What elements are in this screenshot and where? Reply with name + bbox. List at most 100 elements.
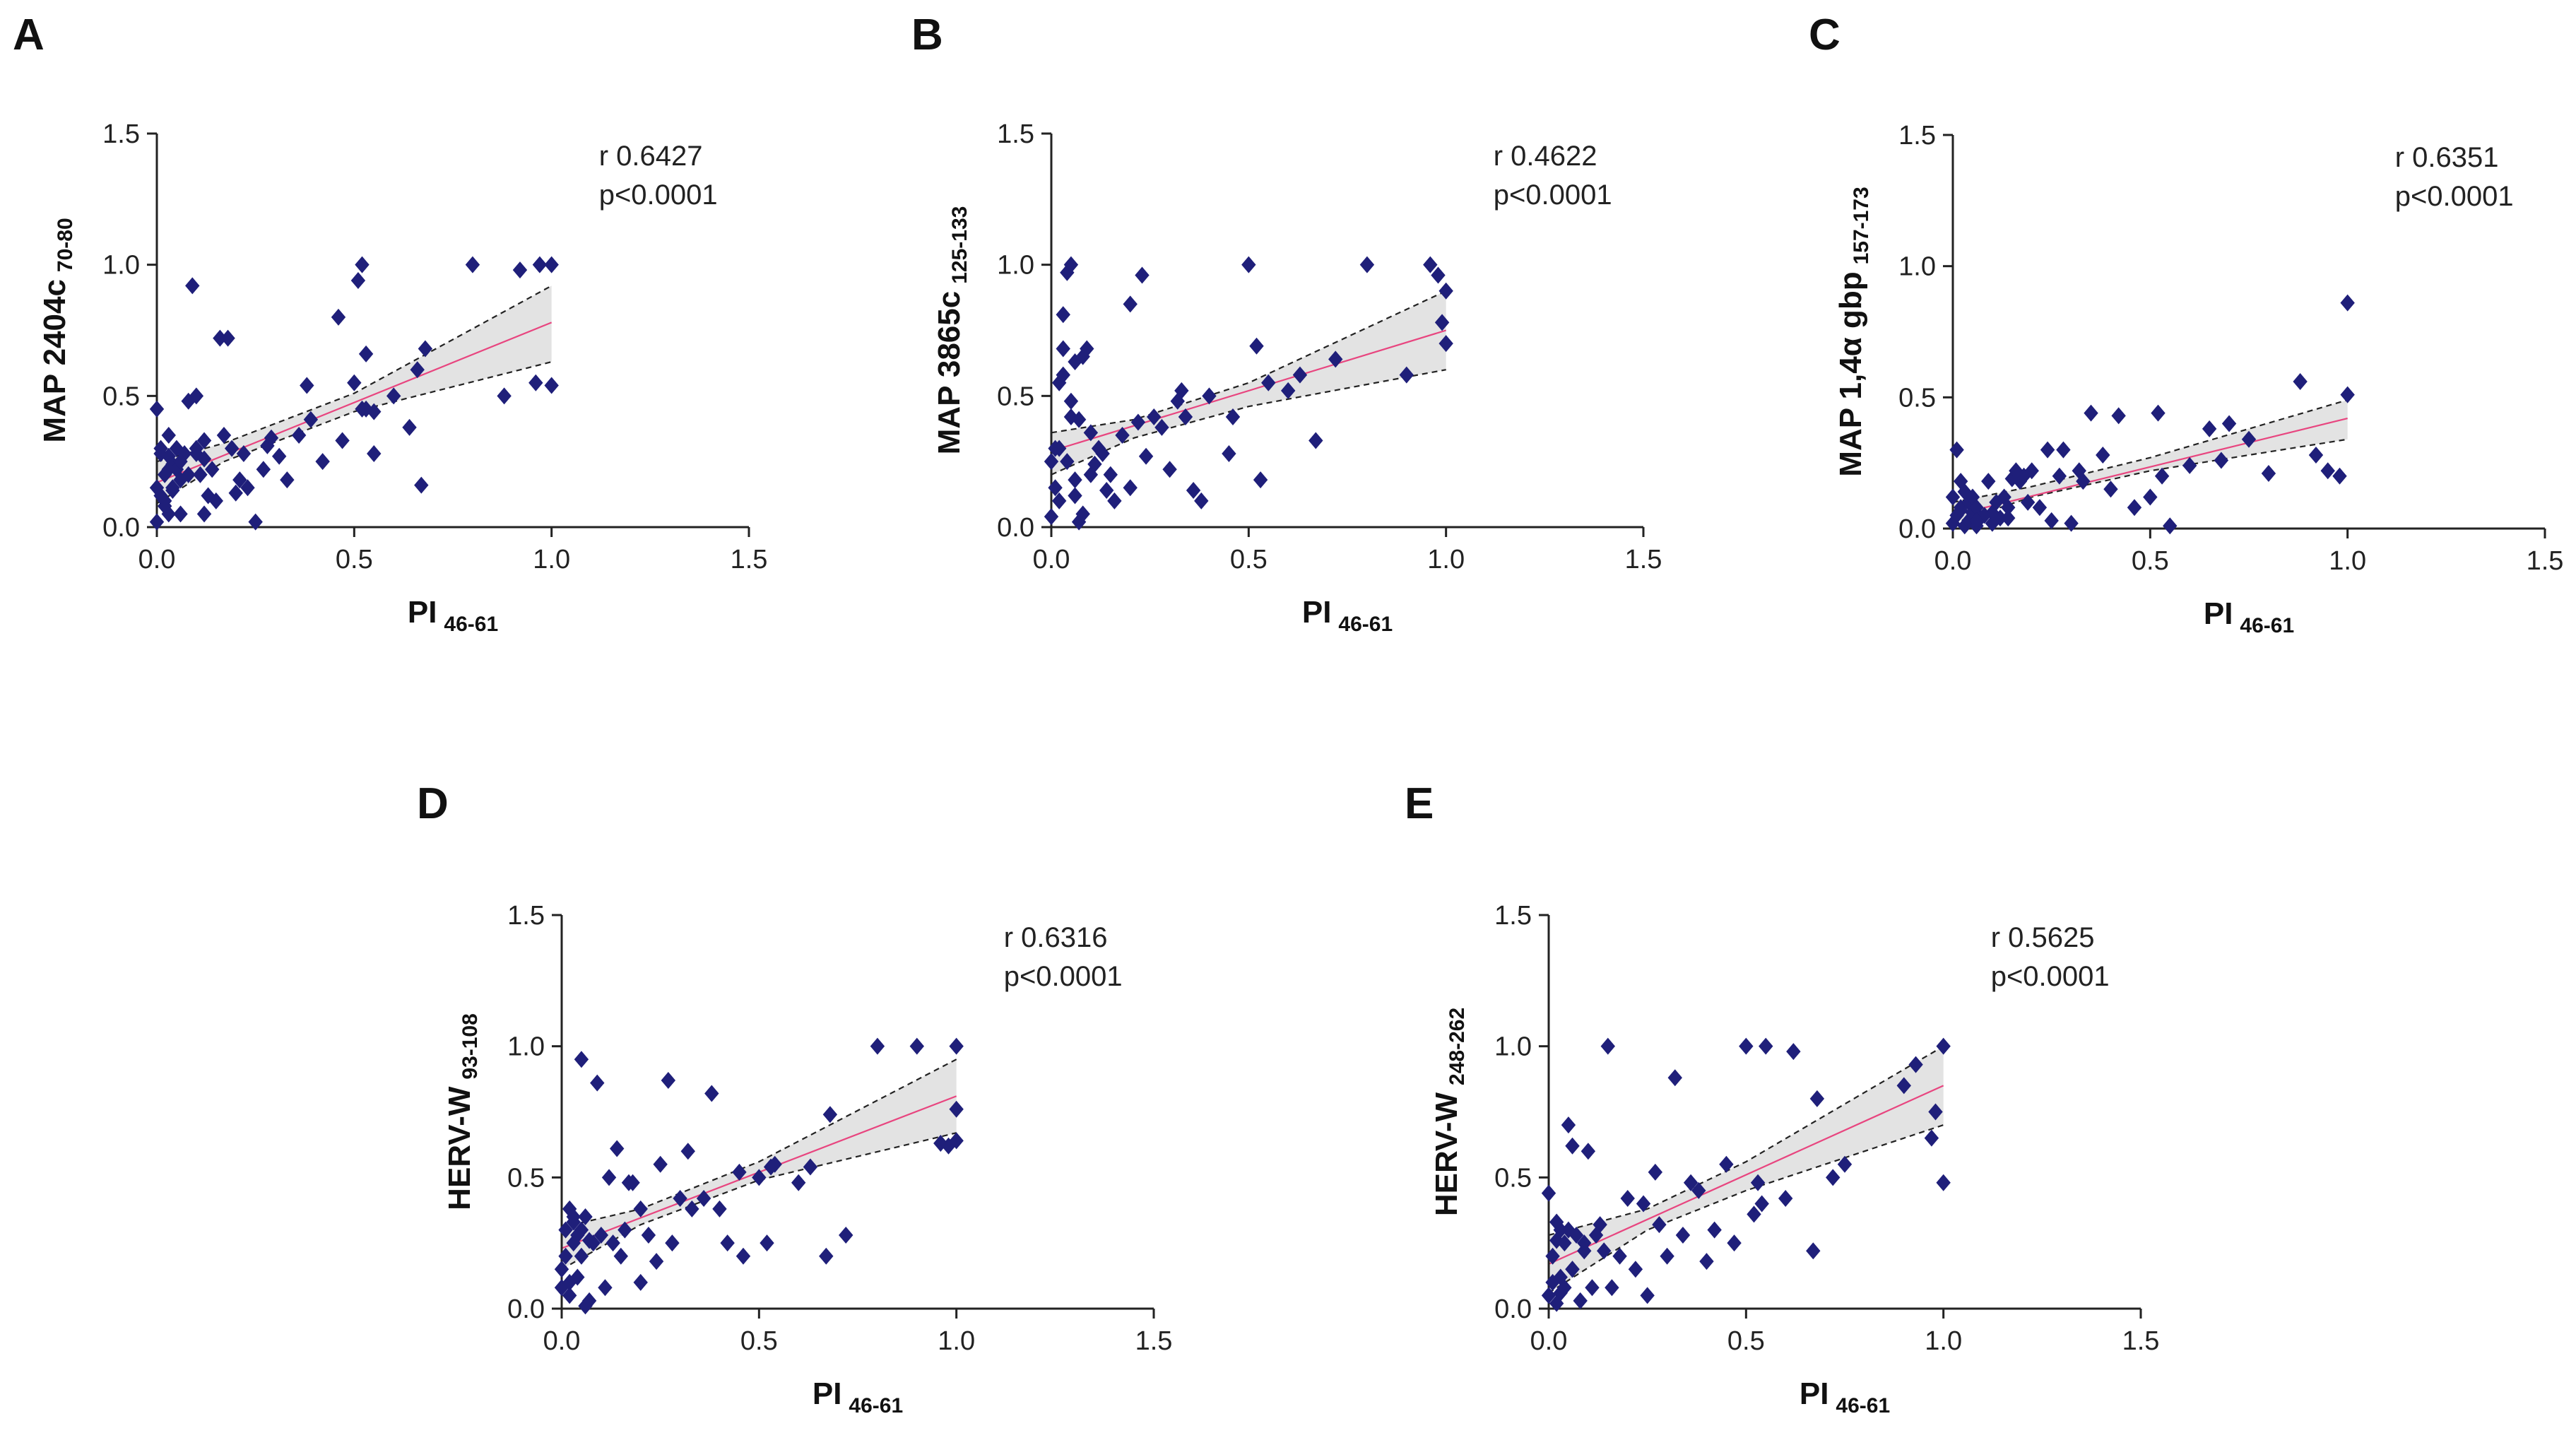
data-point <box>1253 471 1268 489</box>
data-point <box>1992 509 2008 527</box>
data-point <box>335 432 350 449</box>
data-point <box>181 466 196 483</box>
data-point <box>2221 415 2237 432</box>
data-point <box>358 400 374 418</box>
data-point <box>1431 266 1446 284</box>
y-tick-label: 0.0 <box>1898 514 1936 544</box>
ci-lower-line <box>156 361 552 505</box>
data-point <box>1945 488 1961 506</box>
data-point <box>1581 1143 1596 1160</box>
data-point <box>1985 504 2000 521</box>
data-point <box>1577 1242 1592 1260</box>
data-point <box>208 492 223 509</box>
data-point <box>2016 467 2031 485</box>
panel-letter: D <box>417 779 449 828</box>
data-point <box>1434 314 1450 331</box>
data-point <box>232 471 247 489</box>
data-point <box>949 1100 964 1118</box>
x-tick-label: 1.0 <box>2329 546 2366 576</box>
data-point <box>2127 499 2142 517</box>
y-tick-label: 0.5 <box>507 1163 545 1193</box>
data-point <box>621 1174 637 1191</box>
data-point <box>1953 502 1968 519</box>
data-point <box>1186 482 1201 500</box>
data-point <box>578 1208 593 1226</box>
data-point <box>1648 1163 1663 1181</box>
data-point <box>2009 462 2023 480</box>
data-point <box>1759 1037 1773 1055</box>
x-tick-label: 1.0 <box>533 545 570 574</box>
data-point <box>598 1279 613 1297</box>
data-point <box>1549 1232 1564 1249</box>
data-point <box>1138 447 1154 465</box>
correlation-r: r 0.6351 <box>2395 142 2499 173</box>
data-point <box>2261 465 2276 483</box>
data-point <box>2163 517 2178 535</box>
x-tick-label: 1.5 <box>2122 1326 2160 1356</box>
data-point <box>2182 456 2197 474</box>
y-axis-title-main: MAP 3865c <box>932 291 967 455</box>
data-point <box>760 1234 774 1252</box>
data-point <box>2241 430 2257 448</box>
data-point <box>558 1221 573 1239</box>
data-point <box>661 1071 676 1089</box>
x-tick-label: 1.5 <box>731 545 768 574</box>
data-point <box>196 432 212 449</box>
data-point <box>1826 1169 1841 1186</box>
data-point <box>1754 1195 1769 1213</box>
data-point <box>909 1037 924 1055</box>
x-tick-label: 0.0 <box>138 545 176 574</box>
data-point <box>1068 487 1082 505</box>
x-axis-title: PI 46-61 <box>408 595 498 636</box>
data-point <box>1565 1261 1580 1278</box>
data-point <box>1292 366 1308 384</box>
data-point <box>228 484 243 502</box>
data-point <box>177 445 192 463</box>
data-point <box>2340 294 2355 312</box>
ci-upper-line <box>1051 290 1447 434</box>
ci-lower-line <box>1051 369 1446 476</box>
x-axis-title-subscript: 46-61 <box>1338 613 1393 636</box>
data-point <box>2056 441 2071 459</box>
panel-letter: C <box>1809 11 1841 59</box>
data-point <box>2320 462 2335 480</box>
y-axis-title-subscript: 248-262 <box>1446 1008 1469 1085</box>
data-point <box>1924 1129 1939 1147</box>
data-point <box>1620 1190 1635 1208</box>
data-point <box>1044 453 1059 471</box>
data-point <box>1123 295 1138 313</box>
data-point <box>1083 424 1099 442</box>
data-point <box>1908 1056 1923 1073</box>
data-point <box>1961 493 1976 511</box>
x-tick-label: 1.5 <box>2527 546 2564 576</box>
data-point <box>512 261 528 279</box>
data-point <box>1541 1287 1556 1304</box>
data-point <box>1225 408 1241 426</box>
data-point <box>1683 1174 1698 1191</box>
x-tick-label: 1.0 <box>938 1326 975 1356</box>
data-point <box>618 1221 632 1239</box>
data-point <box>1056 340 1070 358</box>
panel-a: A 0.0 0.5 1.0 1.5 0.0 0.5 1.0 1.5 PI 46-61 MAP 2404… <box>13 11 767 636</box>
data-point <box>791 1174 806 1191</box>
data-point <box>870 1037 885 1055</box>
data-point <box>704 1085 719 1102</box>
data-point <box>189 445 204 463</box>
data-point <box>767 1155 782 1173</box>
data-point <box>1130 413 1146 431</box>
data-point <box>1667 1069 1682 1087</box>
data-point <box>1985 514 2000 532</box>
x-tick-label: 0.0 <box>1530 1326 1568 1356</box>
y-tick-label: 0.5 <box>997 382 1034 411</box>
data-point <box>2332 467 2347 485</box>
data-point <box>1107 492 1122 509</box>
p-value: p<0.0001 <box>1004 961 1123 992</box>
data-point <box>1087 455 1102 473</box>
data-point <box>1194 492 1209 509</box>
y-tick-label: 1.5 <box>1494 901 1532 931</box>
data-point <box>633 1273 648 1291</box>
y-axis-title-subscript: 70-80 <box>54 218 77 272</box>
regression-line <box>1051 329 1446 452</box>
data-point <box>1707 1221 1722 1239</box>
data-point <box>386 387 401 405</box>
